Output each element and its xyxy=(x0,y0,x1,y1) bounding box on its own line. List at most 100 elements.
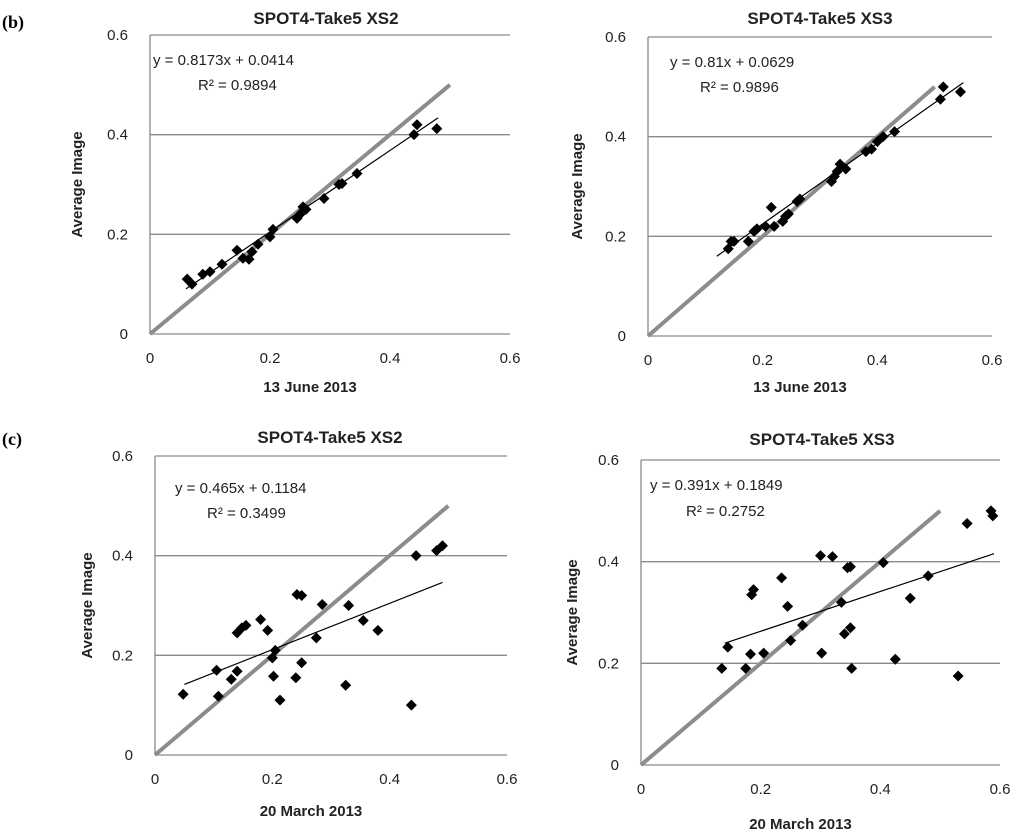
trend-line xyxy=(724,553,995,644)
y-tick-label: 0.6 xyxy=(107,27,128,44)
data-point xyxy=(797,619,809,631)
data-point xyxy=(431,123,443,135)
data-point xyxy=(765,201,777,213)
data-point xyxy=(952,670,964,682)
data-point xyxy=(231,665,243,677)
plot-area xyxy=(148,34,510,336)
trend-line xyxy=(716,82,964,257)
x-axis-label: 20 March 2013 xyxy=(260,803,363,820)
data-point xyxy=(844,561,856,573)
data-point xyxy=(177,688,189,700)
x-tick-label: 0.4 xyxy=(867,352,888,369)
r-squared: R² = 0.3499 xyxy=(207,505,286,522)
plot-area xyxy=(639,459,1000,767)
data-point xyxy=(904,592,916,604)
data-point xyxy=(716,662,728,674)
trend-equation: y = 0.391x + 0.1849 xyxy=(650,477,783,494)
chart-title: SPOT4-Take5 XS2 xyxy=(253,9,398,28)
x-tick-label: 0.4 xyxy=(870,781,891,798)
data-point xyxy=(318,192,330,204)
plot-area xyxy=(646,36,992,338)
data-point xyxy=(740,662,752,674)
x-tick-label: 0.6 xyxy=(497,771,518,788)
y-tick-label: 0 xyxy=(611,757,619,774)
y-axis-label: Average Image xyxy=(569,133,586,239)
r-squared: R² = 0.9896 xyxy=(700,79,779,96)
data-point xyxy=(246,246,258,258)
data-point xyxy=(826,551,838,563)
data-point xyxy=(343,600,355,611)
data-point xyxy=(255,613,267,625)
data-point xyxy=(937,81,949,93)
data-point xyxy=(240,619,252,631)
x-tick-label: 0 xyxy=(146,350,154,367)
data-point xyxy=(410,550,422,562)
chart-title: SPOT4-Take5 XS3 xyxy=(749,430,894,449)
chart-b-xs3: SPOT4-Take5 XS3 y = 0.81x + 0.0629 R² = … xyxy=(569,9,1002,396)
x-tick-label: 0.2 xyxy=(260,350,281,367)
data-point xyxy=(816,647,828,659)
data-point xyxy=(262,624,274,636)
data-point xyxy=(300,203,312,215)
data-point xyxy=(782,600,794,612)
x-tick-label: 0.6 xyxy=(982,352,1003,369)
data-point xyxy=(274,694,286,706)
data-point xyxy=(987,510,999,522)
data-point xyxy=(411,119,423,131)
data-point xyxy=(290,672,302,684)
data-point xyxy=(782,208,794,220)
y-tick-label: 0.6 xyxy=(598,452,619,469)
y-tick-label: 0.4 xyxy=(107,127,128,144)
x-tick-label: 0.4 xyxy=(379,771,400,788)
trend-line xyxy=(185,117,439,290)
y-tick-label: 0 xyxy=(120,326,128,343)
data-point xyxy=(296,590,308,602)
y-tick-label: 0.4 xyxy=(598,554,619,571)
data-point xyxy=(268,670,280,682)
data-point xyxy=(758,647,770,659)
data-point xyxy=(405,699,417,711)
data-point xyxy=(838,628,850,640)
y-tick-label: 0.2 xyxy=(107,226,128,243)
y-axis-label: Average Image xyxy=(79,552,96,658)
data-point xyxy=(212,690,224,702)
data-point xyxy=(776,572,788,584)
x-tick-label: 0.4 xyxy=(380,350,401,367)
data-point xyxy=(768,220,780,232)
data-point xyxy=(742,235,754,247)
r-squared: R² = 0.9894 xyxy=(198,77,277,94)
trend-equation: y = 0.81x + 0.0629 xyxy=(670,54,794,71)
data-point xyxy=(961,518,973,530)
x-tick-label: 0 xyxy=(637,781,645,798)
y-tick-label: 0.2 xyxy=(598,655,619,672)
data-point xyxy=(722,641,734,653)
x-tick-label: 0 xyxy=(644,352,652,369)
x-axis-label: 20 March 2013 xyxy=(749,816,852,833)
data-point xyxy=(728,235,740,247)
data-point xyxy=(785,634,797,646)
chart-c-xs2: SPOT4-Take5 XS2 y = 0.465x + 0.1184 R² =… xyxy=(79,428,517,820)
panel-label-b: (b) xyxy=(2,12,24,33)
data-point xyxy=(225,673,237,685)
data-point xyxy=(815,550,826,562)
y-tick-label: 0.4 xyxy=(605,129,626,146)
x-tick-label: 0.6 xyxy=(500,350,521,367)
r-squared: R² = 0.2752 xyxy=(686,503,765,520)
y-tick-label: 0 xyxy=(125,747,133,764)
y-tick-label: 0.6 xyxy=(112,448,133,465)
y-tick-label: 0.6 xyxy=(605,29,626,46)
chart-title: SPOT4-Take5 XS2 xyxy=(257,428,402,447)
x-tick-label: 0.2 xyxy=(750,781,771,798)
panel-label-c: (c) xyxy=(2,429,22,450)
x-tick-label: 0 xyxy=(151,771,159,788)
data-point xyxy=(889,653,901,665)
chart-title: SPOT4-Take5 XS3 xyxy=(747,9,892,28)
data-point xyxy=(372,624,384,636)
trend-equation: y = 0.465x + 0.1184 xyxy=(175,480,307,497)
y-tick-label: 0 xyxy=(618,328,626,345)
x-tick-label: 0.6 xyxy=(990,781,1011,798)
data-point xyxy=(316,599,328,611)
y-axis-label: Average Image xyxy=(69,131,86,237)
y-axis-label: Average Image xyxy=(564,559,581,665)
